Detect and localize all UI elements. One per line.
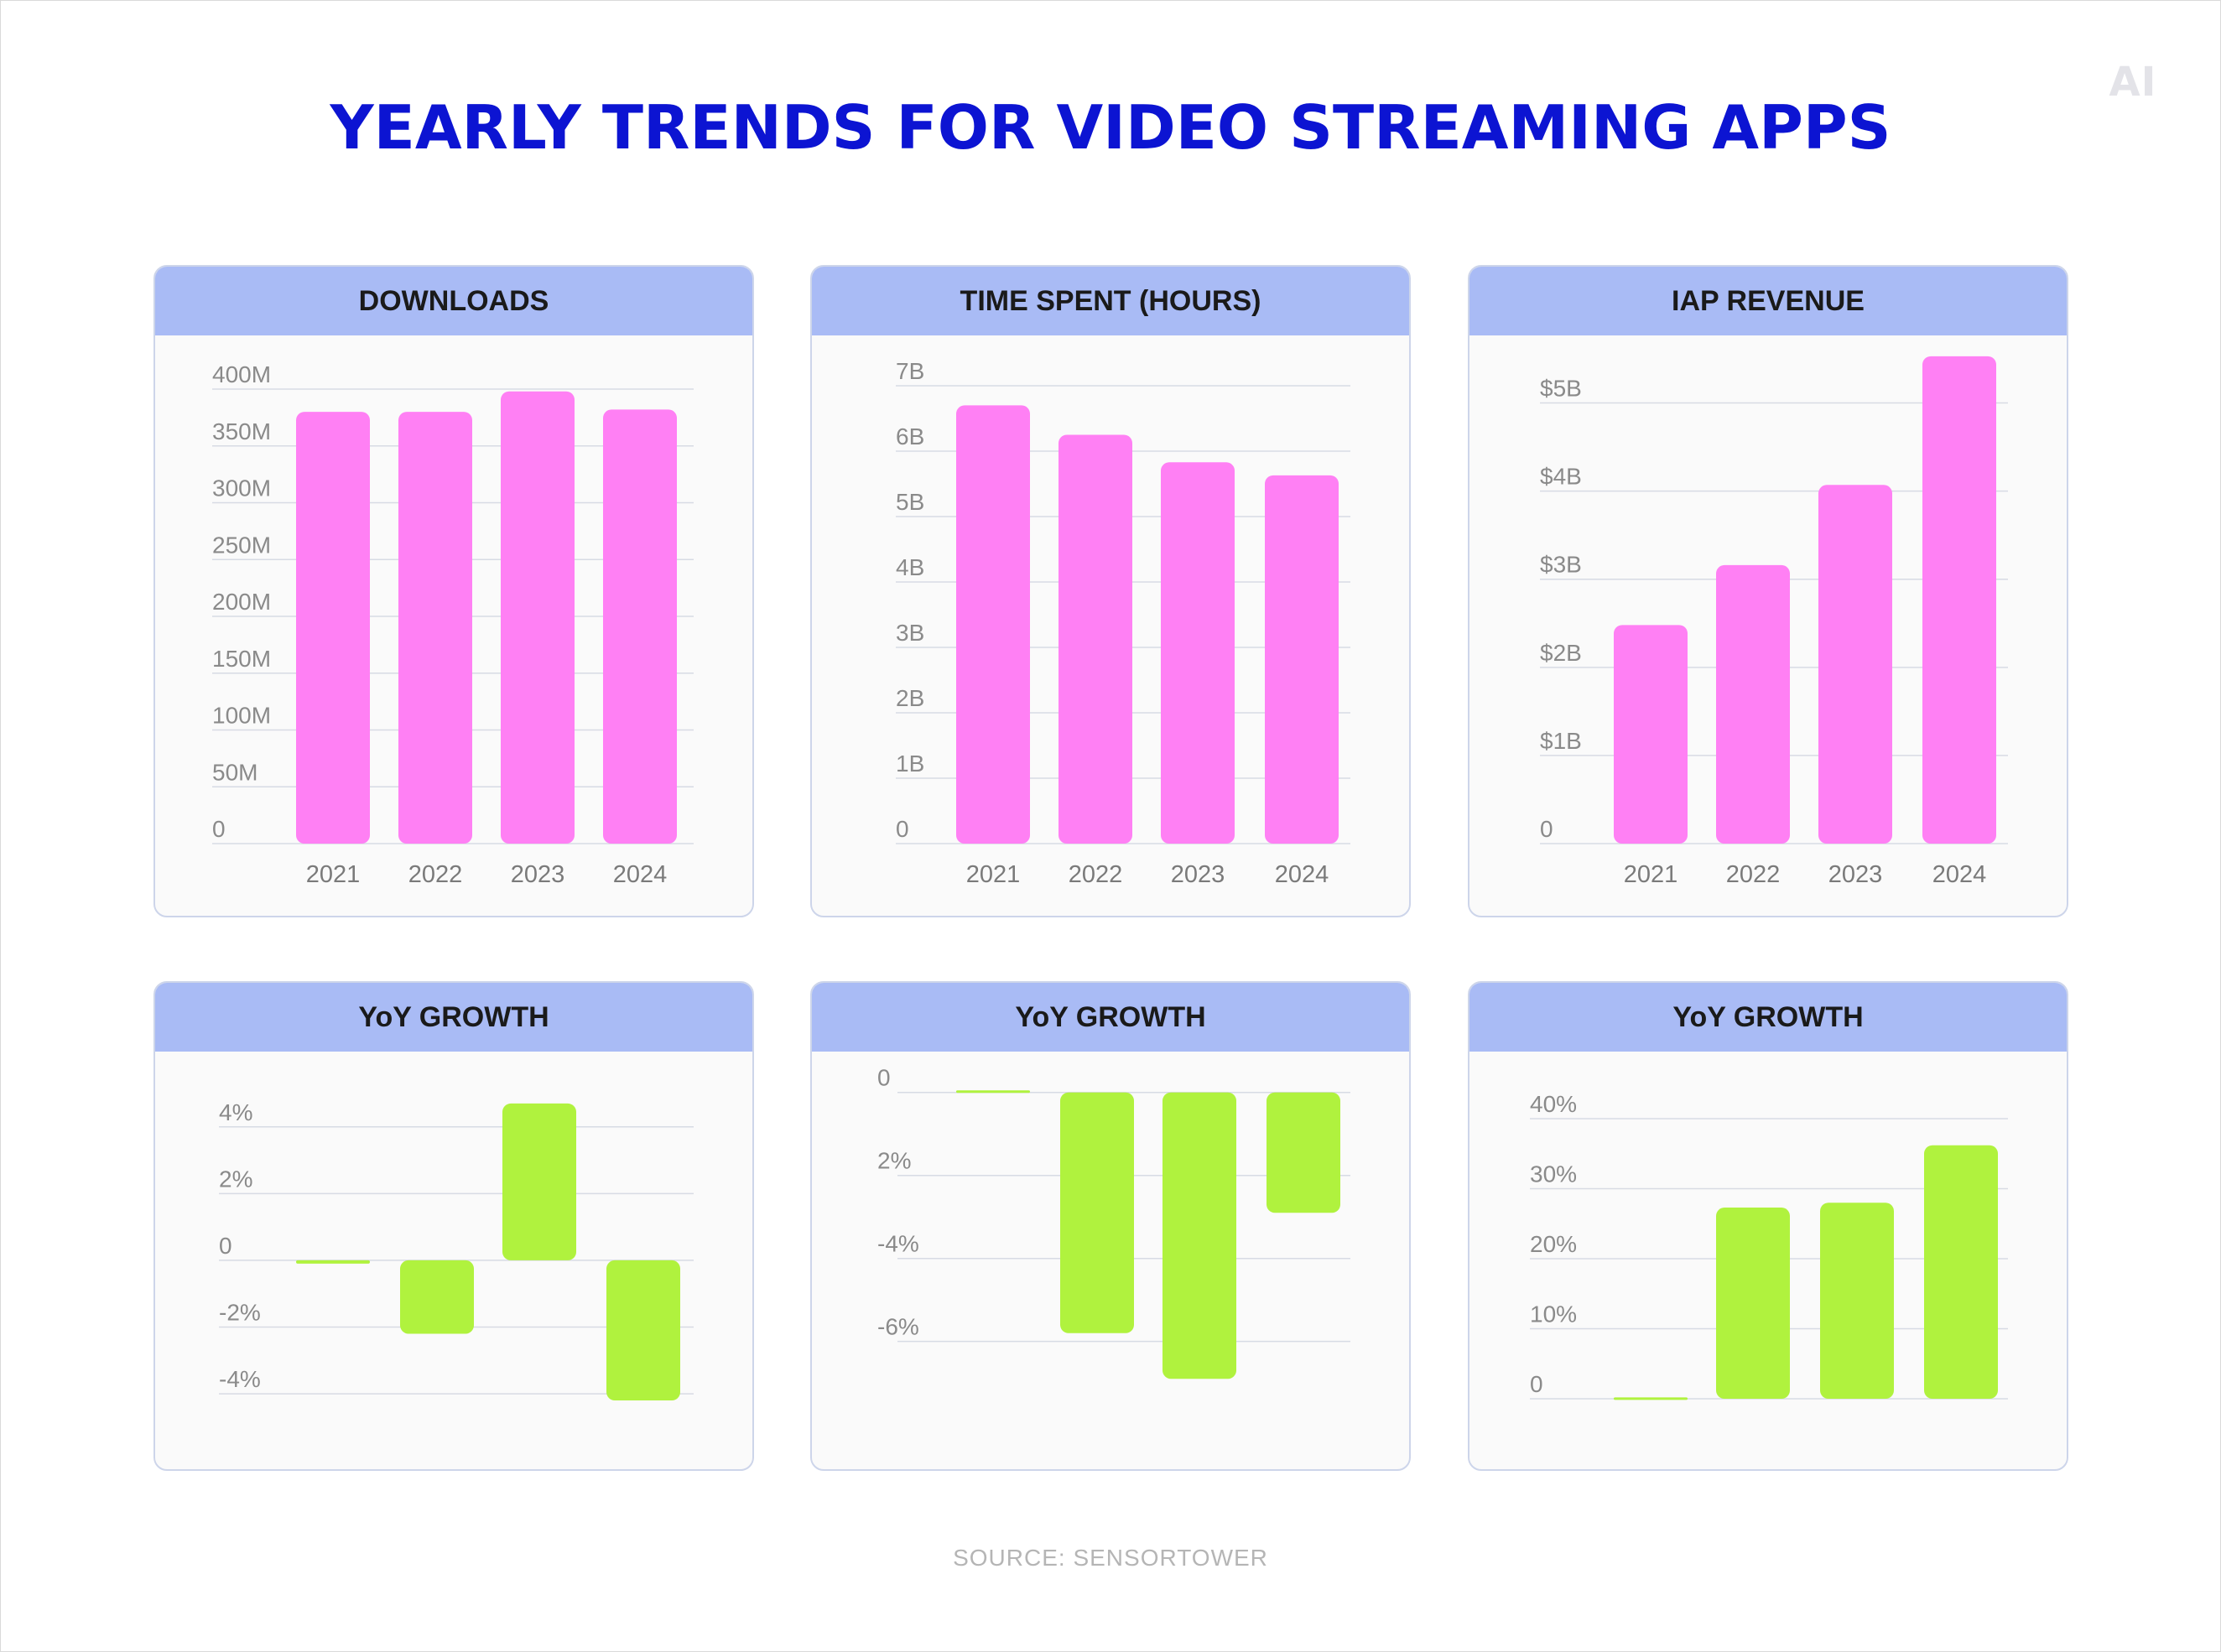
y-tick-label: 20% <box>1530 1231 1577 1257</box>
bar-2024 <box>1924 1145 1998 1399</box>
y-tick-label: 0 <box>1540 816 1553 842</box>
panel-title-yoy-downloads: YoY GROWTH <box>155 983 752 1052</box>
panel-title-downloads: DOWNLOADS <box>155 267 752 335</box>
bar-2024 <box>606 1260 680 1401</box>
x-tick-label: 2021 <box>1624 861 1678 888</box>
bar-2022 <box>400 1260 474 1334</box>
panel-title-yoy-iap-revenue: YoY GROWTH <box>1469 983 2067 1052</box>
y-tick-label: 200M <box>212 589 271 615</box>
x-tick-label: 2022 <box>408 861 463 888</box>
y-tick-label: -4% <box>877 1231 919 1257</box>
bar-2023 <box>501 391 575 844</box>
bar-2024 <box>1267 1092 1340 1213</box>
y-tick-label: 400M <box>212 361 271 387</box>
y-tick-label: -4% <box>219 1366 261 1392</box>
panel-iap-revenue: IAP REVENUE 0 $1B $2B $3B $4B $5B 2021 2022 2023… <box>1468 265 2068 917</box>
y-tick-label: 300M <box>212 475 271 501</box>
y-tick-label: 350M <box>212 418 271 444</box>
bar-2021 <box>296 412 370 844</box>
bar-2023 <box>1818 485 1892 844</box>
source-note: SOURCE: SENSORTOWER <box>953 1545 1268 1571</box>
y-tick-label: $5B <box>1540 376 1582 402</box>
downloads-chart: 0 50M 100M 150M 200M 250M 300M 350M 400M 2021 2022… <box>212 361 694 888</box>
y-tick-label: 3B <box>896 620 924 646</box>
y-tick-label: 150M <box>212 646 271 672</box>
y-tick-label: 0 <box>219 1233 232 1259</box>
iap-revenue-chart: 0 $1B $2B $3B $4B $5B 2021 2022 2023 2024 <box>1540 356 2008 888</box>
y-tick-label: 100M <box>212 703 271 729</box>
y-tick-label: 2% <box>219 1166 252 1192</box>
y-tick-label: $2B <box>1540 640 1582 666</box>
y-tick-label: 0 <box>896 816 909 842</box>
x-tick-label: 2023 <box>511 861 565 888</box>
bar-2024 <box>603 409 677 844</box>
y-tick-label: 4% <box>219 1099 252 1125</box>
bar-2022 <box>1058 434 1132 844</box>
x-tick-label: 2022 <box>1069 861 1123 888</box>
y-tick-label: 5B <box>896 489 924 515</box>
bar-2021 <box>956 405 1030 844</box>
y-tick-label: $1B <box>1540 728 1582 754</box>
bar-2022 <box>1716 1208 1790 1399</box>
bar-2022 <box>398 412 472 844</box>
y-tick-label: 250M <box>212 532 271 558</box>
x-tick-label: 2024 <box>613 861 668 888</box>
bar-2021 <box>1614 625 1688 844</box>
y-tick-label: 0 <box>1530 1371 1543 1397</box>
x-tick-label: 2024 <box>1275 861 1329 888</box>
bar-2021 <box>1614 1397 1688 1400</box>
y-tick-label: 1B <box>896 751 924 777</box>
y-tick-label: 0 <box>212 816 226 842</box>
y-tick-label: $4B <box>1540 464 1582 490</box>
y-tick-label: 30% <box>1530 1161 1577 1187</box>
panel-downloads: DOWNLOADS 0 50M 100M 150M 200M 250M 300M 350M 40… <box>153 265 754 917</box>
x-tick-label: 2021 <box>306 861 361 888</box>
panel-time-spent: TIME SPENT (HOURS) 0 1B 2B 3B 4B 5B 6B 7B 2021 20… <box>810 265 1411 917</box>
bar-2021 <box>296 1260 370 1264</box>
y-tick-label: 2B <box>896 685 924 711</box>
y-tick-label: -6% <box>877 1314 919 1340</box>
y-tick-label: 10% <box>1530 1301 1577 1327</box>
x-tick-label: 2022 <box>1726 861 1781 888</box>
bar-2023 <box>1163 1092 1236 1379</box>
y-tick-label: 4B <box>896 554 924 580</box>
bar-2024 <box>1922 356 1996 844</box>
bar-2024 <box>1265 475 1339 844</box>
y-tick-label: 0 <box>877 1065 891 1091</box>
x-tick-label: 2023 <box>1171 861 1225 888</box>
x-tick-label: 2021 <box>966 861 1021 888</box>
page-title: YEARLY TRENDS FOR VIDEO STREAMING APPS <box>330 92 1891 163</box>
y-tick-label: 2% <box>877 1148 911 1174</box>
y-tick-label: $3B <box>1540 552 1582 578</box>
panel-title-time-spent: TIME SPENT (HOURS) <box>812 267 1409 335</box>
bar-2021 <box>956 1090 1030 1094</box>
bar-2022 <box>1716 564 1790 844</box>
bar-2023 <box>1820 1203 1894 1399</box>
panel-title-yoy-time-spent: YoY GROWTH <box>812 983 1409 1052</box>
bar-2023 <box>1161 462 1235 844</box>
y-tick-label: 50M <box>212 759 257 785</box>
bar-2022 <box>1060 1092 1134 1333</box>
y-tick-label: 40% <box>1530 1091 1577 1117</box>
x-tick-label: 2023 <box>1828 861 1883 888</box>
x-tick-label: 2024 <box>1932 861 1987 888</box>
brand-logo: AI <box>2109 59 2157 106</box>
y-tick-label: -2% <box>219 1299 261 1325</box>
bar-2023 <box>502 1103 576 1260</box>
y-tick-label: 7B <box>896 358 924 384</box>
time-spent-chart: 0 1B 2B 3B 4B 5B 6B 7B 2021 2022 2023 2024 <box>896 358 1350 888</box>
panel-title-iap-revenue: IAP REVENUE <box>1469 267 2067 335</box>
y-tick-label: 6B <box>896 423 924 449</box>
